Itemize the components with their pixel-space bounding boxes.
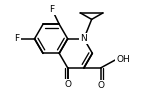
- Text: O: O: [64, 80, 71, 89]
- Text: OH: OH: [116, 55, 130, 64]
- Text: N: N: [81, 34, 87, 43]
- Text: O: O: [97, 81, 104, 90]
- Text: F: F: [14, 34, 19, 43]
- Text: F: F: [50, 5, 55, 14]
